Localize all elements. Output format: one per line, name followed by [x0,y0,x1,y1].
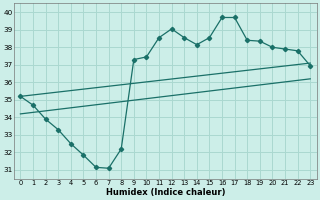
X-axis label: Humidex (Indice chaleur): Humidex (Indice chaleur) [106,188,225,197]
